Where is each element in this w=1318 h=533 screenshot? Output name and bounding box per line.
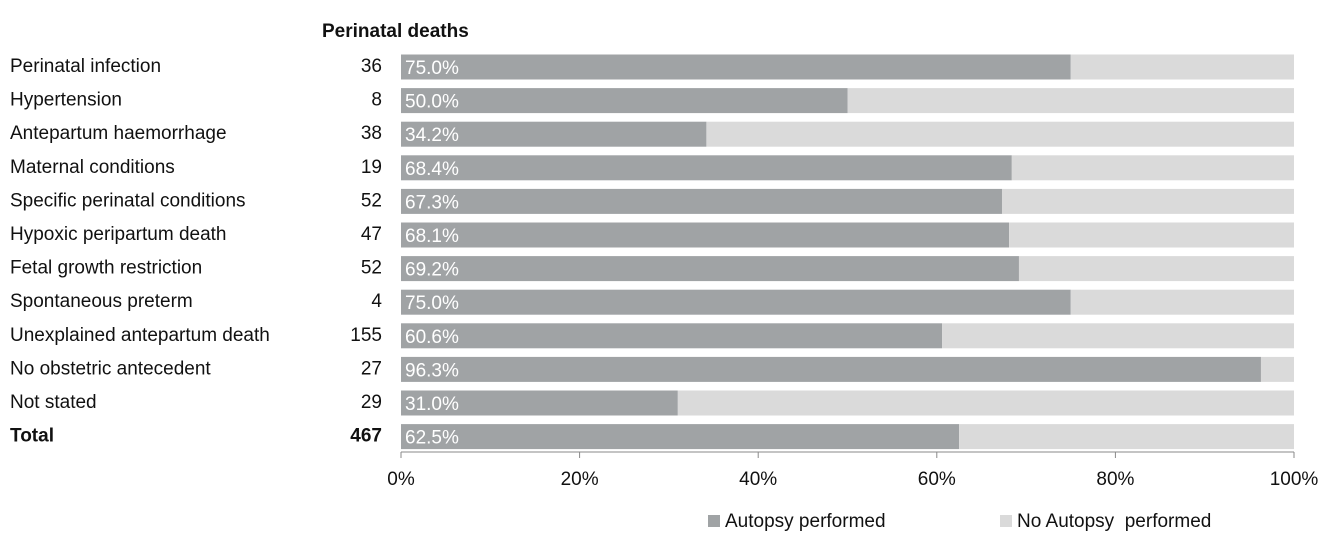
deaths-count: 8 bbox=[371, 90, 382, 111]
deaths-count: 19 bbox=[361, 157, 382, 178]
deaths-count: 52 bbox=[361, 190, 382, 211]
bar-segment bbox=[401, 256, 1019, 282]
deaths-count: 29 bbox=[361, 392, 382, 413]
bar-segment bbox=[706, 121, 1294, 147]
deaths-count: 38 bbox=[361, 123, 382, 144]
value-label: 62.5% bbox=[405, 428, 459, 449]
x-tick-label: 80% bbox=[1096, 469, 1134, 490]
x-tick-label: 40% bbox=[739, 469, 777, 490]
bar-segment bbox=[959, 424, 1294, 450]
bar-segment bbox=[1001, 188, 1294, 214]
legend-swatch bbox=[708, 515, 720, 527]
deaths-count: 4 bbox=[371, 291, 382, 312]
bar-segment bbox=[1011, 155, 1294, 181]
value-label: 75.0% bbox=[405, 58, 459, 79]
bar-segment bbox=[942, 323, 1294, 349]
value-label: 68.1% bbox=[405, 226, 459, 247]
category-label: Spontaneous preterm bbox=[10, 291, 193, 312]
bar-segment bbox=[401, 222, 1010, 248]
legend-label: Autopsy performed bbox=[725, 511, 886, 532]
value-label: 50.0% bbox=[405, 92, 459, 113]
bar-segment bbox=[401, 121, 707, 147]
bar-segment bbox=[1018, 256, 1294, 282]
x-tick-label: 60% bbox=[918, 469, 956, 490]
value-label: 69.2% bbox=[405, 260, 459, 281]
x-tick-label: 0% bbox=[387, 469, 415, 490]
column-header: Perinatal deaths bbox=[322, 21, 469, 42]
category-label: Maternal conditions bbox=[10, 157, 175, 178]
bar-segment bbox=[401, 390, 678, 416]
bar-segment bbox=[401, 188, 1002, 214]
bar-segment bbox=[401, 155, 1012, 181]
bar-segment bbox=[1070, 289, 1294, 315]
x-tick-label: 20% bbox=[561, 469, 599, 490]
category-label: Total bbox=[10, 426, 54, 447]
category-label: Antepartum haemorrhage bbox=[10, 123, 227, 144]
value-label: 67.3% bbox=[405, 192, 459, 213]
legend-swatch bbox=[1000, 515, 1012, 527]
value-label: 68.4% bbox=[405, 159, 459, 180]
deaths-count: 47 bbox=[361, 224, 382, 245]
category-label: Specific perinatal conditions bbox=[10, 190, 246, 211]
value-label: 34.2% bbox=[405, 125, 459, 146]
category-label: Not stated bbox=[10, 392, 97, 413]
value-label: 60.6% bbox=[405, 327, 459, 348]
category-label: Hypoxic peripartum death bbox=[10, 224, 227, 245]
deaths-count: 27 bbox=[361, 358, 382, 379]
category-label: Hypertension bbox=[10, 90, 122, 111]
bar-segment bbox=[1009, 222, 1294, 248]
value-label: 96.3% bbox=[405, 360, 459, 381]
category-label: Fetal growth restriction bbox=[10, 258, 202, 279]
bar-segment bbox=[401, 88, 848, 114]
category-label: Perinatal infection bbox=[10, 56, 161, 77]
x-tick-label: 100% bbox=[1270, 469, 1318, 490]
bar-segment bbox=[677, 390, 1294, 416]
bar-segment bbox=[401, 424, 960, 450]
bar-segment bbox=[1070, 54, 1294, 80]
bar-segment bbox=[401, 356, 1261, 382]
deaths-count: 467 bbox=[350, 426, 382, 447]
bar-segment bbox=[847, 88, 1294, 114]
bar-segment bbox=[401, 323, 943, 349]
legend-label: No Autopsy performed bbox=[1017, 511, 1211, 532]
value-label: 31.0% bbox=[405, 394, 459, 415]
bar-segment bbox=[401, 54, 1071, 80]
bar-segment bbox=[401, 289, 1071, 315]
deaths-count: 155 bbox=[350, 325, 382, 346]
deaths-count: 36 bbox=[361, 56, 382, 77]
category-label: No obstetric antecedent bbox=[10, 358, 211, 379]
value-label: 75.0% bbox=[405, 293, 459, 314]
deaths-count: 52 bbox=[361, 258, 382, 279]
category-label: Unexplained antepartum death bbox=[10, 325, 270, 346]
bar-segment bbox=[1260, 356, 1294, 382]
